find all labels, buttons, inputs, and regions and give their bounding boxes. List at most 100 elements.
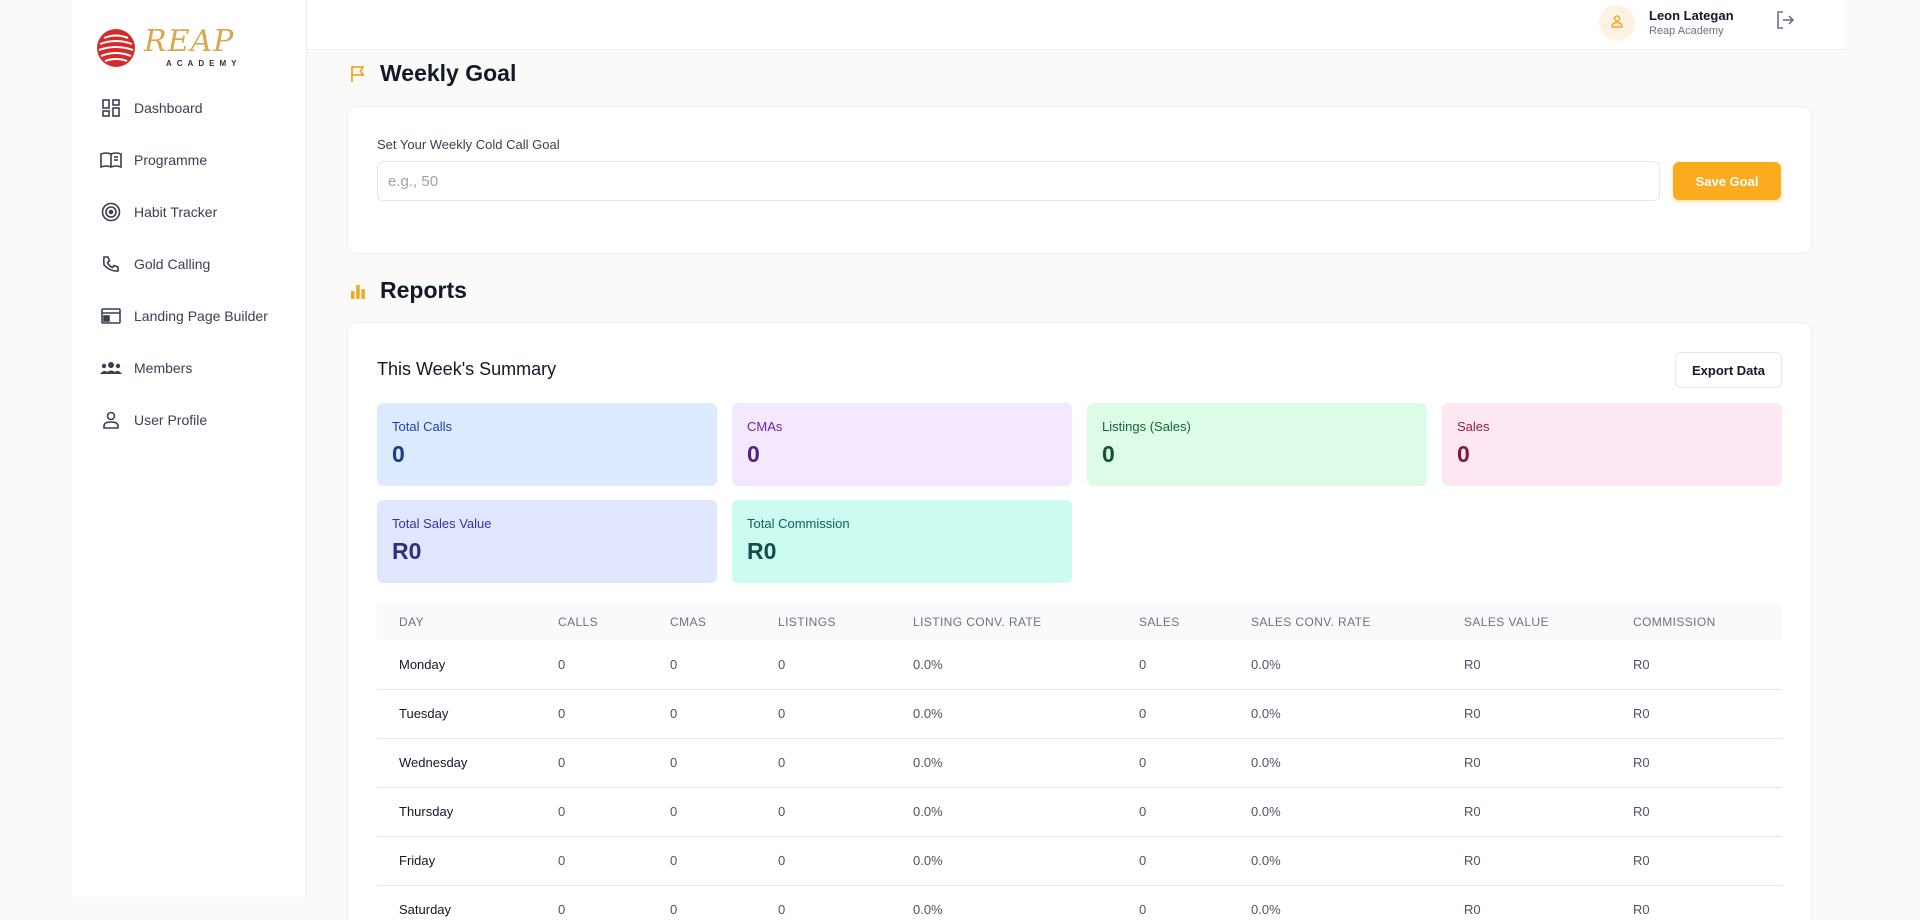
- weekly-goal-card: Set Your Weekly Cold Call Goal Save Goal: [347, 106, 1812, 254]
- section-title: Weekly Goal: [380, 60, 517, 86]
- table-cell: R0: [1442, 738, 1611, 788]
- weekly-goal-heading: Weekly Goal: [348, 60, 516, 87]
- table-cell: 0: [1117, 836, 1229, 886]
- avatar[interactable]: [1599, 5, 1635, 41]
- reap-academy-logo[interactable]: REAP ACADEMY: [94, 22, 236, 72]
- sidebar-item-habit-tracker[interactable]: Habit Tracker: [72, 186, 306, 238]
- table-row: Wednesday 0 0 0 0.0% 0 0.0% R0 R0: [377, 738, 1782, 788]
- stat-label: CMAs: [747, 419, 783, 434]
- table-cell: 0: [648, 738, 756, 788]
- group-icon: [100, 357, 122, 379]
- table-cell: Monday: [377, 640, 536, 690]
- web-page-icon: [100, 305, 122, 327]
- sidebar-item-dashboard[interactable]: Dashboard: [72, 82, 306, 134]
- logo-subtext: ACADEMY: [166, 59, 242, 68]
- sidebar-item-label: User Profile: [134, 412, 208, 428]
- reports-heading: Reports: [348, 277, 467, 304]
- stat-value: R0: [392, 538, 422, 564]
- table-cell: R0: [1442, 640, 1611, 690]
- table-cell: R0: [1611, 836, 1782, 886]
- table-cell: 0: [536, 836, 648, 886]
- top-bar: Leon Lategan Reap Academy: [307, 0, 1844, 50]
- stat-label: Sales: [1457, 419, 1490, 434]
- table-cell: 0: [756, 787, 891, 837]
- table-cell: R0: [1442, 836, 1611, 886]
- stat-card-total-commission: Total Commission R0: [732, 500, 1072, 583]
- table-cell: Saturday: [377, 885, 536, 920]
- table-cell: 0: [1117, 689, 1229, 739]
- table-cell: 0: [536, 885, 648, 920]
- stat-value: 0: [392, 441, 405, 467]
- sidebar-item-user-profile[interactable]: User Profile: [72, 394, 306, 446]
- table-cell: Tuesday: [377, 689, 536, 739]
- table-cell: 0.0%: [1229, 689, 1442, 739]
- column-header: SALES VALUE: [1464, 614, 1549, 629]
- stat-value: R0: [747, 538, 777, 564]
- sidebar-item-label: Habit Tracker: [134, 204, 218, 220]
- sidebar-item-label: Dashboard: [134, 100, 203, 116]
- stat-value: 0: [747, 441, 760, 467]
- bar-chart-icon: [348, 281, 368, 301]
- table-row: Friday 0 0 0 0.0% 0 0.0% R0 R0: [377, 836, 1782, 886]
- table-cell: 0.0%: [891, 787, 1117, 837]
- person-icon: [100, 409, 122, 431]
- sidebar-item-label: Gold Calling: [134, 256, 211, 272]
- sidebar-item-members[interactable]: Members: [72, 342, 306, 394]
- column-header: LISTINGS: [778, 614, 836, 629]
- table-cell: 0: [648, 689, 756, 739]
- sidebar-item-landing-page-builder[interactable]: Landing Page Builder: [72, 290, 306, 342]
- export-data-button[interactable]: Export Data: [1675, 352, 1782, 388]
- table-cell: 0: [1117, 640, 1229, 690]
- table-cell: 0: [536, 640, 648, 690]
- column-header: SALES CONV. RATE: [1251, 614, 1371, 629]
- table-cell: R0: [1442, 787, 1611, 837]
- stat-card-listings: Listings (Sales) 0: [1087, 403, 1427, 486]
- logo-text: REAP: [144, 24, 235, 59]
- weekly-goal-input[interactable]: [377, 161, 1660, 201]
- save-goal-button[interactable]: Save Goal: [1673, 162, 1781, 200]
- sidebar-nav: Dashboard Programme Habit Tracker Gold C…: [72, 82, 306, 446]
- table-cell: 0.0%: [891, 738, 1117, 788]
- logo-mark-icon: [97, 29, 135, 67]
- table-cell: 0.0%: [1229, 738, 1442, 788]
- table-cell: R0: [1611, 885, 1782, 920]
- summary-title: This Week's Summary: [377, 359, 557, 379]
- table-row: Monday 0 0 0 0.0% 0 0.0% R0 R0: [377, 640, 1782, 690]
- table-cell: R0: [1611, 689, 1782, 739]
- table-cell: 0: [756, 885, 891, 920]
- column-header: DAY: [399, 614, 424, 629]
- table-row: Tuesday 0 0 0 0.0% 0 0.0% R0 R0: [377, 689, 1782, 739]
- logout-icon[interactable]: [1775, 10, 1797, 32]
- table-cell: 0: [648, 787, 756, 837]
- table-cell: 0.0%: [1229, 885, 1442, 920]
- table-cell: 0: [648, 640, 756, 690]
- table-cell: 0.0%: [1229, 787, 1442, 837]
- table-cell: 0: [1117, 738, 1229, 788]
- user-organization: Reap Academy: [1649, 25, 1724, 37]
- table-cell: 0: [1117, 885, 1229, 920]
- stat-value: 0: [1102, 441, 1115, 467]
- table-cell: Friday: [377, 836, 536, 886]
- table-row: Thursday 0 0 0 0.0% 0 0.0% R0 R0: [377, 787, 1782, 837]
- stat-label: Listings (Sales): [1102, 419, 1191, 434]
- stat-label: Total Calls: [392, 419, 452, 434]
- stat-card-cmas: CMAs 0: [732, 403, 1072, 486]
- table-cell: R0: [1611, 640, 1782, 690]
- stat-label: Total Commission: [747, 516, 850, 531]
- table-cell: 0.0%: [891, 836, 1117, 886]
- table-cell: R0: [1611, 738, 1782, 788]
- sidebar-item-label: Programme: [134, 152, 208, 168]
- table-cell: 0: [648, 836, 756, 886]
- table-cell: 0: [536, 787, 648, 837]
- reports-card: This Week's Summary Export Data Total Ca…: [347, 322, 1812, 920]
- sidebar-item-gold-calling[interactable]: Gold Calling: [72, 238, 306, 290]
- table-cell: 0: [536, 738, 648, 788]
- table-header-row: DAY CALLS CMAS LISTINGS LISTING CONV. RA…: [377, 603, 1782, 640]
- table-cell: Thursday: [377, 787, 536, 837]
- sidebar-item-programme[interactable]: Programme: [72, 134, 306, 186]
- column-header: COMMISSION: [1633, 614, 1716, 629]
- table-row: Saturday 0 0 0 0.0% 0 0.0% R0 R0: [377, 885, 1782, 920]
- table-cell: R0: [1611, 787, 1782, 837]
- table-cell: 0: [536, 689, 648, 739]
- stat-card-total-sales-value: Total Sales Value R0: [377, 500, 717, 583]
